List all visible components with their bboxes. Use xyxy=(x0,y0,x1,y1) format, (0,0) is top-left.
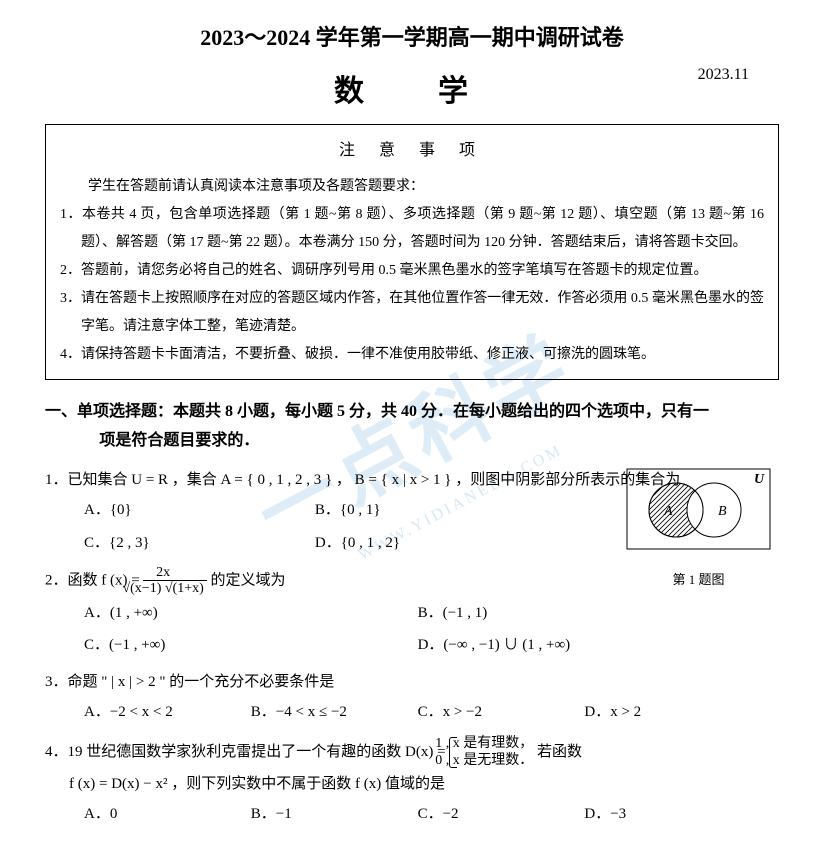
q4-opt-b: B．−1 xyxy=(251,800,418,829)
notice-item-3: 3．请在答题卡上按照顺序在对应的答题区域内作答，在其他位置作答一律无效．作答必须… xyxy=(60,285,764,341)
q2-opt-d: D．(−∞ , −1) ∪ (1 , +∞) xyxy=(418,631,752,660)
notice-box: 注 意 事 项 学生在答题前请认真阅读本注意事项及各题答题要求： 1．本卷共 4… xyxy=(45,124,779,380)
q2-opt-a: A．(1 , +∞) xyxy=(84,599,418,628)
q1-opt-d: D．{0 , 1 , 2} xyxy=(315,529,546,558)
q4-opt-a: A．0 xyxy=(84,800,251,829)
q2-stem-post: 的定义域为 xyxy=(211,572,286,588)
venn-diagram-icon: A B U xyxy=(626,468,771,556)
q4-stem-pre: 4．19 世纪德国数学家狄利克雷提出了一个有趣的函数 D(x) = xyxy=(45,744,449,760)
q3-options: A．−2 < x < 2 B．−4 < x ≤ −2 C．x > −2 D．x … xyxy=(45,696,779,729)
q2-frac-num: 2x xyxy=(143,565,206,581)
question-4: 4．19 世纪德国数学家狄利克雷提出了一个有趣的函数 D(x) = 1 , x … xyxy=(45,735,779,831)
q4-piece-1: 1 , x 是有理数， xyxy=(459,735,533,753)
q2-options: A．(1 , +∞) B．(−1 , 1) C．(−1 , +∞) D．(−∞ … xyxy=(45,597,779,662)
notice-heading: 注 意 事 项 xyxy=(60,135,764,167)
q4-opt-d: D．−3 xyxy=(584,800,751,829)
q3-opt-d: D．x > 2 xyxy=(584,698,751,727)
svg-text:A: A xyxy=(663,504,673,519)
q2-stem: 2．函数 f (x) = 2x √(x−1) √(1+x) 的定义域为 xyxy=(45,565,779,597)
section-1-header: 一、单项选择题：本题共 8 小题，每小题 5 分，共 40 分．在每小题给出的四… xyxy=(45,398,779,456)
svg-text:B: B xyxy=(718,504,727,519)
section-1-line2: 项是符合题目要求的． xyxy=(45,427,779,456)
q3-opt-c: C．x > −2 xyxy=(418,698,585,727)
q4-options: A．0 B．−1 C．−2 D．−3 xyxy=(45,798,779,831)
svg-text:U: U xyxy=(754,472,765,487)
q4-stem-post: 若函数 xyxy=(537,744,582,760)
q1-opt-a: A．{0} xyxy=(84,496,315,525)
q3-opt-a: A．−2 < x < 2 xyxy=(84,698,251,727)
q2-fraction: 2x √(x−1) √(1+x) xyxy=(143,565,206,597)
notice-item-2: 2．答题前，请您务必将自己的姓名、调研序列号用 0.5 毫米黑色墨水的签字笔填写… xyxy=(60,257,764,285)
q2-opt-c: C．(−1 , +∞) xyxy=(84,631,418,660)
question-2: 2．函数 f (x) = 2x √(x−1) √(1+x) 的定义域为 A．(1… xyxy=(45,565,779,662)
q3-opt-b: B．−4 < x ≤ −2 xyxy=(251,698,418,727)
subject-title: 数 学 xyxy=(334,66,490,110)
exam-title: 2023～2024 学年第一学期高一期中调研试卷 xyxy=(45,20,779,52)
q2-opt-b: B．(−1 , 1) xyxy=(418,599,752,628)
title-row: 数 学 2023.11 xyxy=(45,66,779,110)
exam-date: 2023.11 xyxy=(698,66,749,84)
q4-piecewise: 1 , x 是有理数， 0 , x 是无理数． xyxy=(449,735,533,770)
notice-item-4: 4．请保持答题卡卡面清洁，不要折叠、破损．一律不准使用胶带纸、修正液、可擦洗的圆… xyxy=(60,341,764,369)
notice-item-1: 1．本卷共 4 页，包含单项选择题（第 1 题~第 8 题）、多项选择题（第 9… xyxy=(60,201,764,257)
q2-frac-den: √(x−1) √(1+x) xyxy=(143,581,206,596)
q4-stem: 4．19 世纪德国数学家狄利克雷提出了一个有趣的函数 D(x) = 1 , x … xyxy=(45,735,779,770)
q1-options: A．{0} B．{0 , 1} C．{2 , 3} D．{0 , 1 , 2} xyxy=(45,494,565,559)
q4-opt-c: C．−2 xyxy=(418,800,585,829)
section-1-line1: 一、单项选择题：本题共 8 小题，每小题 5 分，共 40 分．在每小题给出的四… xyxy=(45,398,779,427)
question-3: 3．命题 " | x | > 2 " 的一个充分不必要条件是 A．−2 < x … xyxy=(45,668,779,729)
q4-line2: f (x) = D(x) − x² ，则下列实数中不属于函数 f (x) 值域的… xyxy=(45,770,779,799)
q1-opt-b: B．{0 , 1} xyxy=(315,496,546,525)
q3-stem: 3．命题 " | x | > 2 " 的一个充分不必要条件是 xyxy=(45,668,779,697)
question-1: 1．已知集合 U = R ，集合 A = { 0 , 1 , 2 , 3 } ，… xyxy=(45,466,779,560)
q1-opt-c: C．{2 , 3} xyxy=(84,529,315,558)
q4-piece-2: 0 , x 是无理数． xyxy=(459,752,533,770)
notice-intro: 学生在答题前请认真阅读本注意事项及各题答题要求： xyxy=(60,173,764,201)
